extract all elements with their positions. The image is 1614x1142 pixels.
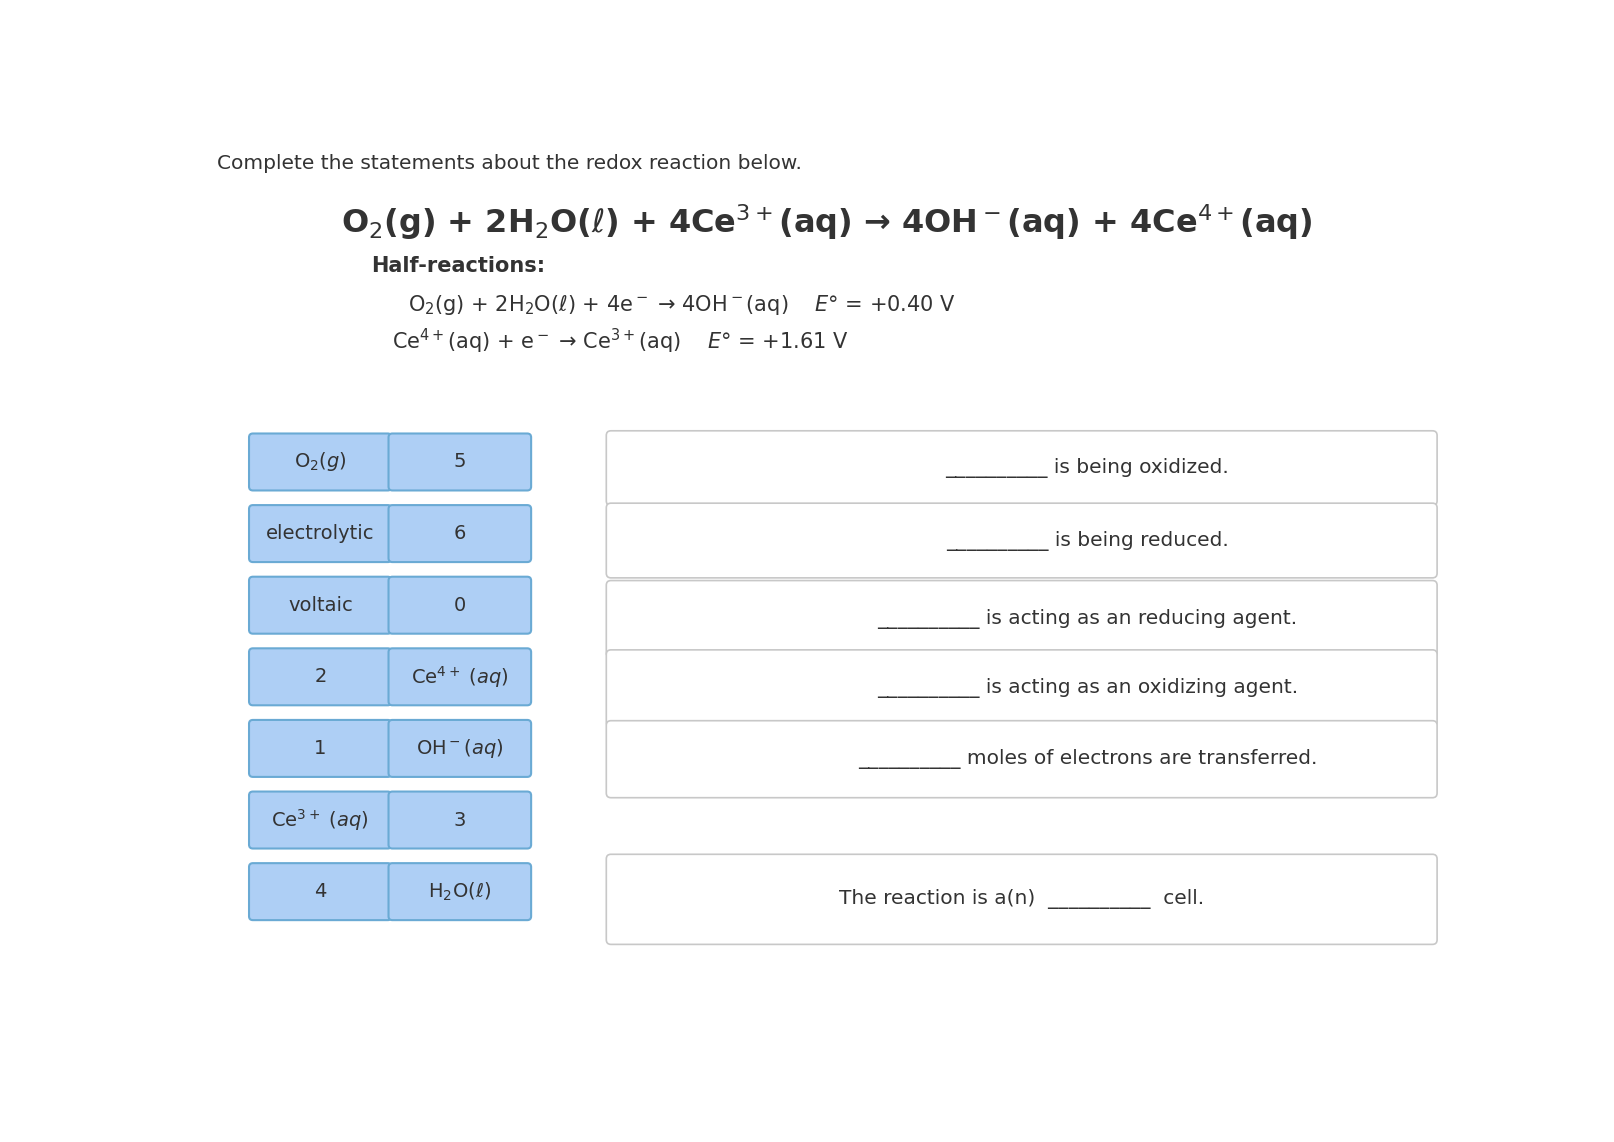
FancyBboxPatch shape: [389, 719, 531, 777]
Text: The reaction is a(n)  __________  cell.: The reaction is a(n) __________ cell.: [839, 890, 1204, 909]
Text: OH$^-$($aq$): OH$^-$($aq$): [416, 737, 504, 759]
Text: 6: 6: [454, 524, 466, 544]
FancyBboxPatch shape: [389, 863, 531, 920]
FancyBboxPatch shape: [607, 854, 1436, 944]
FancyBboxPatch shape: [607, 580, 1436, 658]
FancyBboxPatch shape: [607, 650, 1436, 726]
FancyBboxPatch shape: [389, 649, 531, 706]
Text: Complete the statements about the redox reaction below.: Complete the statements about the redox …: [218, 154, 802, 172]
Text: 5: 5: [454, 452, 466, 472]
Text: O$_2$($g$): O$_2$($g$): [294, 450, 347, 474]
Text: 4: 4: [315, 882, 326, 901]
Text: O$_2$(g) + 2H$_2$O($\ell$) + 4e$^-$ → 4OH$^-$(aq)    $E°$ = +0.40 V: O$_2$(g) + 2H$_2$O($\ell$) + 4e$^-$ → 4O…: [408, 292, 955, 316]
FancyBboxPatch shape: [389, 505, 531, 562]
FancyBboxPatch shape: [249, 791, 392, 849]
FancyBboxPatch shape: [249, 434, 392, 490]
Text: __________ moles of electrons are transferred.: __________ moles of electrons are transf…: [857, 749, 1317, 770]
FancyBboxPatch shape: [249, 577, 392, 634]
FancyBboxPatch shape: [389, 434, 531, 490]
Text: __________ is being oxidized.: __________ is being oxidized.: [946, 458, 1230, 478]
FancyBboxPatch shape: [607, 431, 1436, 506]
Text: __________ is being reduced.: __________ is being reduced.: [946, 531, 1228, 550]
Text: 3: 3: [454, 811, 466, 829]
FancyBboxPatch shape: [249, 505, 392, 562]
Text: H$_2$O($\ell$): H$_2$O($\ell$): [428, 880, 491, 903]
Text: O$_2$(g) + 2H$_2$O($\ell$) + 4Ce$^{3+}$(aq) → 4OH$^-$(aq) + 4Ce$^{4+}$(aq): O$_2$(g) + 2H$_2$O($\ell$) + 4Ce$^{3+}$(…: [341, 202, 1314, 242]
FancyBboxPatch shape: [607, 721, 1436, 798]
FancyBboxPatch shape: [249, 719, 392, 777]
Text: 0: 0: [454, 596, 466, 614]
Text: 1: 1: [315, 739, 326, 758]
Text: __________ is acting as an reducing agent.: __________ is acting as an reducing agen…: [878, 609, 1298, 629]
FancyBboxPatch shape: [389, 791, 531, 849]
Text: Half-reactions:: Half-reactions:: [371, 257, 546, 276]
Text: 2: 2: [315, 667, 326, 686]
Text: __________ is acting as an oxidizing agent.: __________ is acting as an oxidizing age…: [876, 678, 1298, 699]
Text: Ce$^{4+}$(aq) + e$^-$ → Ce$^{3+}$(aq)    $E°$ = +1.61 V: Ce$^{4+}$(aq) + e$^-$ → Ce$^{3+}$(aq) $E…: [392, 327, 849, 355]
Text: Ce$^{3+}$ ($aq$): Ce$^{3+}$ ($aq$): [271, 807, 370, 833]
FancyBboxPatch shape: [249, 649, 392, 706]
Text: voltaic: voltaic: [287, 596, 353, 614]
Text: electrolytic: electrolytic: [266, 524, 374, 544]
Text: Ce$^{4+}$ ($aq$): Ce$^{4+}$ ($aq$): [412, 664, 508, 690]
FancyBboxPatch shape: [249, 863, 392, 920]
FancyBboxPatch shape: [607, 504, 1436, 578]
FancyBboxPatch shape: [389, 577, 531, 634]
